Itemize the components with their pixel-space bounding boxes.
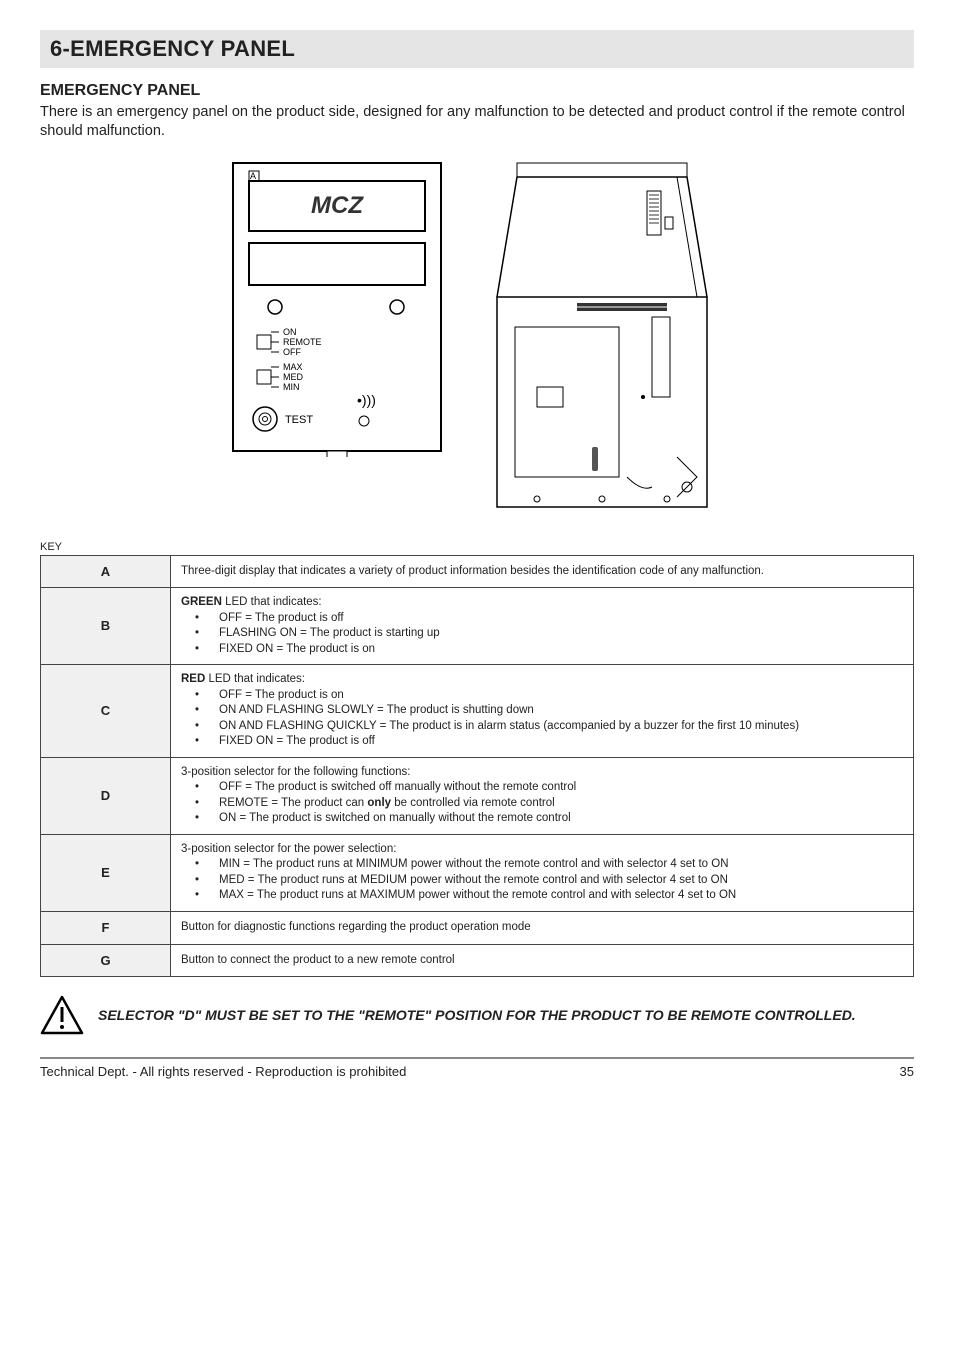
svg-text:ON: ON [283,327,297,337]
sub-heading: EMERGENCY PANEL [40,82,914,100]
row-desc: 3-position selector for the following fu… [171,757,914,834]
svg-text:REMOTE: REMOTE [283,337,322,347]
svg-text:MCZ: MCZ [311,192,364,219]
row-letter: B [41,588,171,665]
svg-text:•))): •))) [357,392,376,408]
diagram-row: A MCZ ON REMOTE OFF MAX MED MIN [40,157,914,517]
emergency-panel-diagram: A MCZ ON REMOTE OFF MAX MED MIN [227,157,447,457]
row-letter: E [41,834,171,911]
key-heading: KEY [40,541,914,553]
row-desc: Three-digit display that indicates a var… [171,555,914,588]
svg-text:MAX: MAX [283,362,303,372]
section-header-bar: 6-EMERGENCY PANEL [40,30,914,68]
svg-text:A: A [250,171,256,181]
row-desc: GREEN LED that indicates: OFF = The prod… [171,588,914,665]
table-row: B GREEN LED that indicates: OFF = The pr… [41,588,914,665]
table-row: E 3-position selector for the power sele… [41,834,914,911]
row-letter: D [41,757,171,834]
product-side-diagram [477,157,727,517]
warning-row: SELECTOR "D" MUST BE SET TO THE "REMOTE"… [40,995,914,1035]
svg-text:OFF: OFF [283,347,301,357]
table-row: F Button for diagnostic functions regard… [41,912,914,945]
svg-text:MED: MED [283,372,304,382]
svg-text:MIN: MIN [283,382,300,392]
key-table: A Three-digit display that indicates a v… [40,555,914,977]
table-row: C RED LED that indicates: OFF = The prod… [41,665,914,758]
row-desc: Button to connect the product to a new r… [171,944,914,977]
footer-left: Technical Dept. - All rights reserved - … [40,1064,406,1079]
page-footer: Technical Dept. - All rights reserved - … [40,1057,914,1079]
row-letter: C [41,665,171,758]
warning-text: SELECTOR "D" MUST BE SET TO THE "REMOTE"… [98,1007,856,1023]
section-title: 6-EMERGENCY PANEL [50,36,904,62]
row-desc: RED LED that indicates: OFF = The produc… [171,665,914,758]
table-row: A Three-digit display that indicates a v… [41,555,914,588]
row-letter: G [41,944,171,977]
row-letter: A [41,555,171,588]
svg-text:TEST: TEST [285,414,313,426]
footer-page-number: 35 [900,1064,914,1079]
table-row: D 3-position selector for the following … [41,757,914,834]
intro-paragraph: There is an emergency panel on the produ… [40,103,914,141]
warning-icon [40,995,84,1035]
table-row: G Button to connect the product to a new… [41,944,914,977]
row-letter: F [41,912,171,945]
row-desc: 3-position selector for the power select… [171,834,914,911]
row-desc: Button for diagnostic functions regardin… [171,912,914,945]
